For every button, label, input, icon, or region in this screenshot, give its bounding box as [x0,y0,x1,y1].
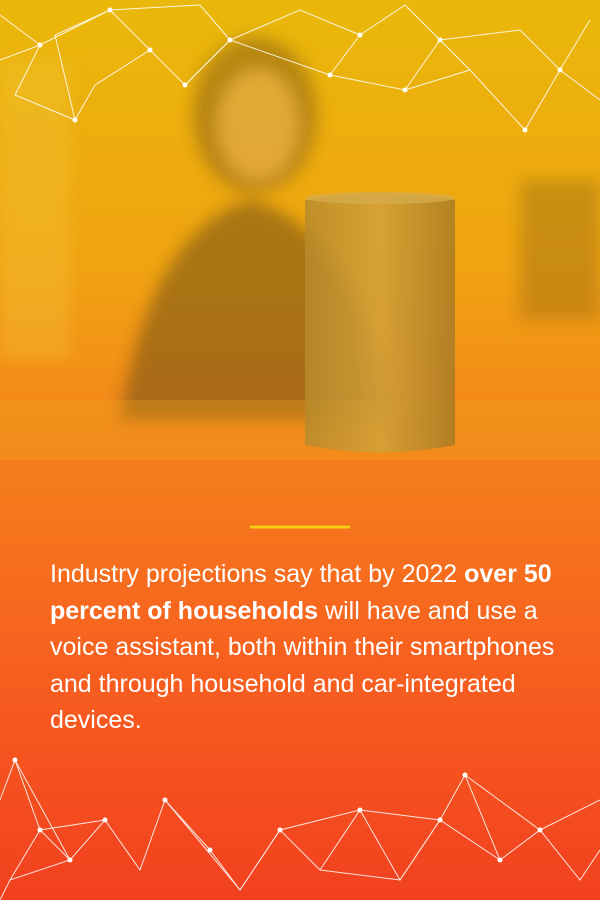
body-text: Industry projections say that by 2022 ov… [50,556,560,739]
text-segment: Industry projections say that by 2022 [50,560,465,588]
network-bottom-nodes [12,757,543,863]
table-surface [0,400,600,460]
speaker [305,192,455,453]
text-segment: will have and use a voice assistant, bot… [50,596,555,735]
highlight-text: over 50 percent of households [50,560,552,625]
network-top-nodes [37,7,563,133]
network-bottom [0,758,600,900]
